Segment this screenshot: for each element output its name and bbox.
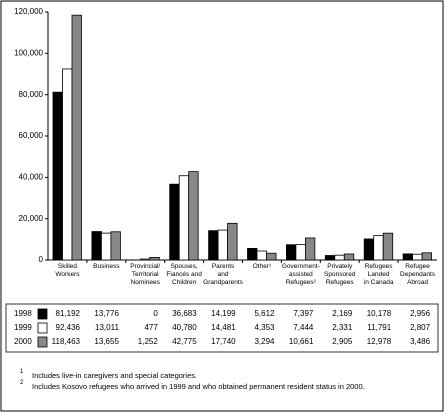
bar	[139, 258, 151, 261]
y-tick-label: 80,000	[19, 90, 44, 99]
bar	[334, 254, 345, 261]
table-value: 3,486	[410, 337, 431, 346]
bar	[421, 252, 433, 261]
table-value: 0	[153, 309, 158, 318]
table-value: 14,481	[211, 323, 236, 332]
legend-label: 2000	[14, 337, 32, 346]
bar	[110, 231, 121, 261]
table-value: 7,444	[293, 323, 314, 332]
bar	[373, 235, 384, 261]
bar	[295, 244, 306, 261]
bar	[217, 229, 229, 261]
footnote-marker: 1	[20, 369, 24, 375]
table-value: 17,740	[211, 337, 236, 346]
table-value: 81,192	[56, 309, 81, 318]
legend-swatch	[37, 308, 48, 320]
y-tick-label: 60,000	[19, 131, 44, 140]
footnote-text: Includes live-in caregivers and special …	[32, 371, 198, 380]
table-value: 7,397	[293, 309, 314, 318]
bar	[285, 244, 297, 261]
footnote-marker: 2	[20, 380, 24, 386]
bar	[71, 14, 82, 261]
table-value: 40,780	[172, 323, 197, 332]
x-tick-label: Refugees Landed in Canada	[363, 263, 394, 286]
footnote: 2 Includes Kosovo refugees who arrived in…	[20, 380, 365, 391]
x-tick-label: Parents and Grandparents	[203, 263, 243, 286]
x-tick-label: Privately Sponsored Refugees	[324, 263, 356, 286]
table-value: 4,353	[254, 323, 275, 332]
bar	[256, 250, 267, 261]
table-value: 13,655	[94, 337, 119, 346]
table-value: 5,612	[254, 309, 275, 318]
table-value: 2,331	[332, 323, 353, 332]
footnote: 1 Includes live-in caregivers and special…	[20, 369, 198, 380]
bar	[188, 171, 199, 261]
table-value: 10,178	[367, 309, 392, 318]
bar	[227, 222, 238, 261]
table-value: 13,011	[95, 323, 119, 332]
y-tick-label: 100,000	[14, 48, 43, 57]
footnote-text: Includes Kosovo refugees who arrived in …	[32, 382, 365, 391]
bar	[343, 253, 355, 261]
x-tick-label: Skilled Workers	[55, 263, 80, 278]
bar	[324, 255, 336, 261]
table-value: 2,905	[332, 337, 353, 346]
y-tick-label: 40,000	[19, 172, 44, 181]
bar	[62, 68, 73, 261]
x-tick-label: Business	[93, 263, 120, 270]
table-value: 2,956	[410, 309, 431, 318]
y-tick-label: 20,000	[19, 214, 44, 223]
legend-swatch	[37, 322, 48, 334]
table-value: 2,807	[410, 323, 431, 332]
bar	[208, 230, 219, 261]
table-value: 118,463	[52, 337, 81, 346]
table-value: 92,436	[56, 323, 81, 332]
table-value: 14,199	[211, 309, 236, 318]
legend-swatch	[37, 336, 48, 348]
table-value: 11,791	[367, 323, 391, 332]
y-tick-label: 0	[39, 255, 44, 264]
legend-label: 1998	[14, 309, 32, 318]
bar	[266, 252, 277, 261]
table-value: 13,776	[94, 309, 119, 318]
table-value: 1,252	[138, 337, 159, 346]
x-tick-label: Provincial/ Territorial Nominees	[130, 263, 161, 286]
y-tick-label: 120,000	[14, 7, 43, 16]
table-value: 10,661	[289, 337, 314, 346]
legend-label: 1999	[14, 323, 32, 332]
bar	[382, 232, 394, 261]
x-tick-label: Spouses, Fiancés and Children	[166, 263, 202, 286]
bar	[169, 183, 180, 261]
x-tick-label: Other¹	[252, 263, 272, 270]
x-tick-label: Refugee Dependants Abroad	[400, 263, 436, 286]
table-value: 2,169	[332, 309, 353, 318]
bar	[412, 253, 423, 261]
bar	[149, 257, 160, 261]
table-value: 36,683	[172, 309, 197, 318]
bar	[91, 231, 102, 261]
table-value: 12,978	[367, 337, 392, 346]
bar	[304, 237, 316, 261]
bar	[363, 238, 375, 261]
bar	[247, 248, 258, 261]
table-frame	[5, 303, 439, 353]
bar	[52, 91, 63, 261]
bar	[101, 232, 112, 261]
x-tick-label: Government- assisted Refugees²	[281, 263, 320, 286]
bar	[402, 253, 414, 261]
bar	[178, 175, 190, 261]
table-value: 42,775	[172, 337, 197, 346]
table-value: 477	[144, 323, 158, 332]
table-value: 3,294	[254, 337, 275, 346]
